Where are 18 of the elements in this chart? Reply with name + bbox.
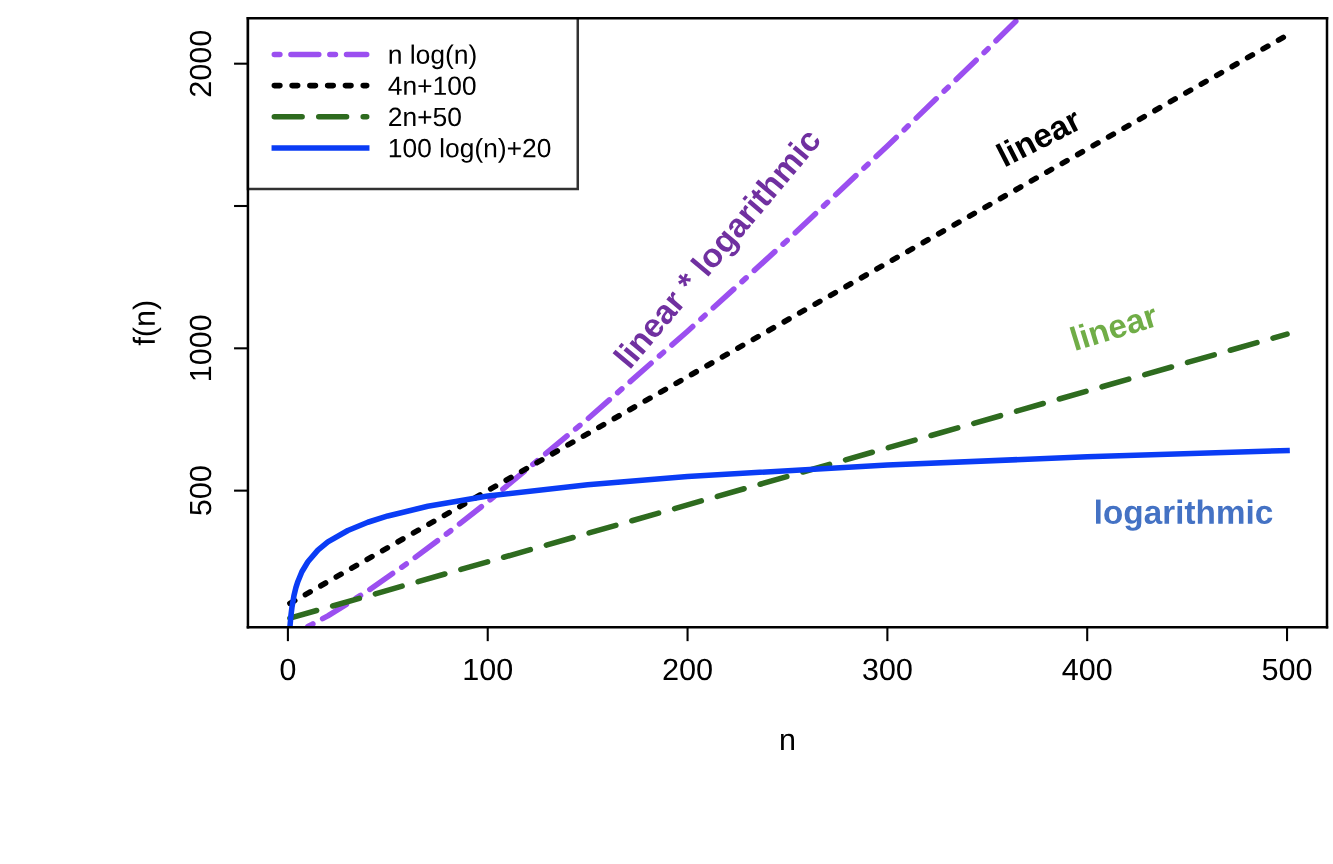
- y-axis-title: f(n): [132, 301, 162, 346]
- legend-label: n log(n): [389, 44, 476, 70]
- x-tick-label: 400: [1062, 658, 1112, 681]
- y-tick-label: 500: [189, 466, 212, 515]
- y-tick-label: 2000: [189, 30, 212, 97]
- annotation: logarithmic: [1095, 499, 1273, 531]
- annotation: linear: [1069, 302, 1160, 351]
- legend-label: 2n+50: [389, 107, 461, 127]
- x-axis-title: n: [781, 733, 794, 751]
- legend-label: 4n+100: [388, 76, 476, 96]
- x-tick-label: 0: [280, 658, 296, 681]
- x-tick-label: 200: [663, 658, 712, 681]
- x-tick-label: 100: [464, 658, 513, 681]
- y-tick-label: 1000: [189, 315, 212, 380]
- legend-label: 100 log(n)+20: [389, 138, 551, 163]
- x-tick-label: 300: [863, 658, 912, 681]
- x-tick-label: 500: [1262, 658, 1312, 681]
- annotation: linear: [995, 106, 1084, 168]
